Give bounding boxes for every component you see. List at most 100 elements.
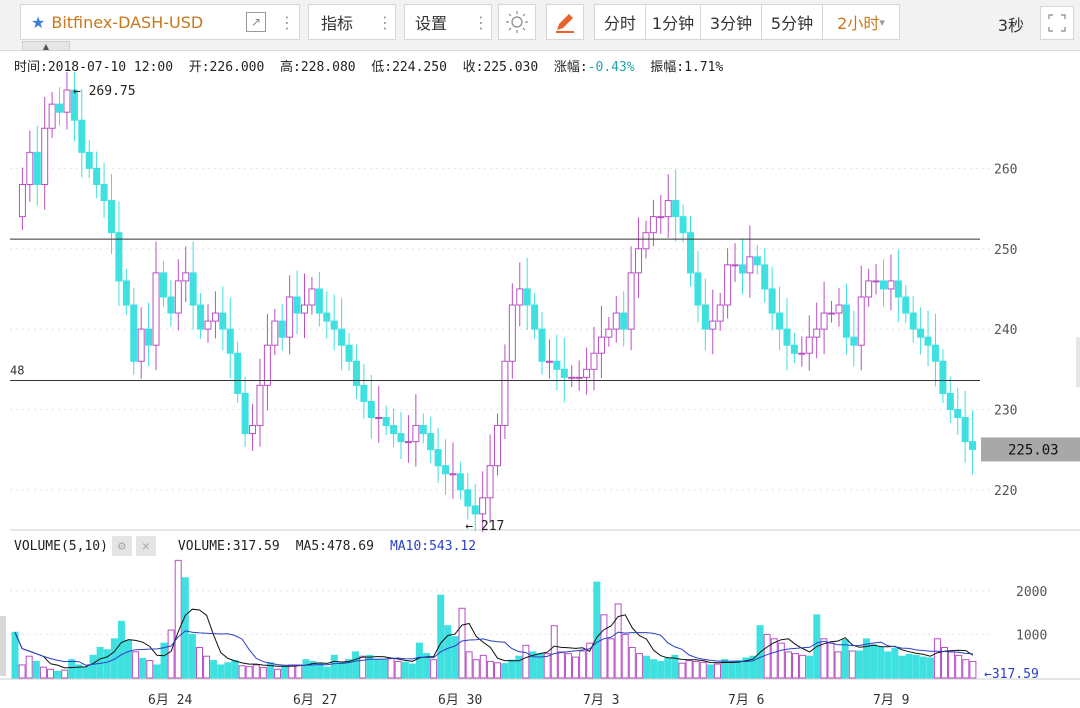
candle-body: [122, 280, 130, 306]
volume-bar: [75, 664, 83, 679]
volume-bar: [401, 661, 409, 679]
volume-bar: [848, 650, 856, 679]
volume-bar: [344, 659, 352, 679]
candle-body: [501, 360, 509, 427]
more-icon[interactable]: ⋮: [279, 12, 295, 32]
candle-body: [286, 296, 294, 338]
current-price-label: 225.03: [1008, 442, 1059, 458]
price-tick-label: 220: [994, 484, 1017, 499]
volume-bar: [799, 654, 807, 679]
tab-interval-4[interactable]: 2小时 ▾: [822, 4, 900, 40]
volume-bar: [132, 651, 140, 679]
candle-body: [620, 312, 628, 330]
volume-bar: [593, 581, 601, 679]
candle-body: [390, 425, 398, 435]
change-value: -0.43%: [587, 60, 635, 75]
tab-interval-1[interactable]: 1分钟: [645, 4, 701, 40]
refresh-interval[interactable]: 3秒: [997, 16, 1024, 35]
high-marker: ← 269.75: [73, 84, 136, 99]
price-chart[interactable]: 260 250 240 230 220 48 ← 269.75 ← 217 225.03: [0, 72, 1080, 532]
indicators-button[interactable]: 指标 ⋮: [308, 4, 396, 40]
candle-body: [26, 151, 34, 185]
chevron-down-icon: ▾: [879, 15, 885, 29]
candle-body: [486, 465, 494, 499]
volume-bar: [373, 659, 381, 679]
candle-body: [234, 352, 242, 394]
candle-body: [649, 216, 657, 234]
candle-body: [449, 473, 457, 476]
candle-body: [419, 425, 427, 435]
indicators-more-icon[interactable]: ⋮: [377, 12, 393, 32]
settings-label: 设置: [415, 14, 448, 33]
candle-body: [969, 441, 977, 450]
volume-bar: [387, 657, 395, 679]
symbol-title: Bitfinex-DASH-USD: [51, 12, 204, 32]
theme-button[interactable]: [498, 4, 536, 40]
volume-bar: [834, 651, 842, 679]
volume-bar: [472, 659, 480, 679]
volume-bar: [451, 636, 459, 679]
candle-body: [271, 320, 279, 346]
candle-body: [701, 304, 709, 330]
tab-interval-0[interactable]: 分时: [594, 4, 646, 40]
candle-body: [434, 449, 442, 467]
volume-bar: [309, 660, 317, 679]
candle-body: [152, 272, 160, 346]
candle-body: [41, 127, 49, 185]
volume-bar: [941, 647, 949, 679]
volume-bar: [522, 644, 530, 679]
low-label: 低:: [371, 60, 393, 75]
candle-body: [204, 320, 212, 330]
external-link-icon[interactable]: ↗: [246, 12, 266, 32]
volume-bar: [614, 603, 622, 679]
tab-interval-label: 3分钟: [709, 14, 753, 33]
volume-bar: [501, 663, 509, 679]
volume-bar: [678, 662, 686, 679]
volume-bar: [905, 653, 913, 679]
candle-body: [909, 312, 917, 330]
volume-bar: [713, 663, 721, 679]
tab-interval-3[interactable]: 5分钟: [761, 4, 823, 40]
candle-body: [159, 272, 167, 298]
volume-bar: [231, 660, 239, 679]
high-label: 高:: [280, 60, 301, 75]
candle-body: [479, 497, 487, 515]
volume-bar: [139, 657, 147, 679]
volume-bar: [529, 651, 537, 679]
volume-bar: [210, 660, 218, 679]
ma10-value: 543.12: [429, 538, 477, 554]
candle-body: [753, 256, 761, 266]
volume-infobar: VOLUME(5,10) ⚙ ✕ VOLUME: 317.59 MA5: 478.6…: [14, 536, 476, 556]
toolbar: ★ Bitfinex-DASH-USD ↗ ⋮ 指标 ⋮ 设置 ⋮ 分时 1分钟 3…: [0, 0, 1080, 51]
volume-bar: [763, 633, 771, 679]
close-icon[interactable]: ✕: [135, 536, 156, 556]
volume-bar: [643, 655, 651, 679]
volume-bar: [25, 655, 33, 679]
star-icon[interactable]: ★: [31, 12, 46, 32]
volume-bar: [749, 655, 757, 679]
volume-bar: [54, 670, 62, 679]
settings-more-icon[interactable]: ⋮: [473, 12, 489, 32]
draw-button[interactable]: [546, 4, 584, 40]
volume-chart[interactable]: 2000 1000 ←317.59 6月 24 6月 27 6月 30 7月 3 7月 6 7月…: [0, 556, 1080, 708]
volume-bar: [125, 640, 133, 679]
candle-body: [323, 312, 331, 322]
candle-body: [568, 376, 576, 379]
volume-bar: [891, 647, 899, 679]
chart-tab-indicator[interactable]: ▲: [22, 41, 70, 51]
volume-bar: [238, 665, 246, 679]
volume-bar: [884, 651, 892, 679]
volume-bar: [706, 664, 714, 679]
candle-body: [724, 264, 732, 306]
candle-body: [367, 400, 375, 419]
symbol-box[interactable]: ★ Bitfinex-DASH-USD ↗ ⋮: [20, 4, 300, 40]
candle-body: [70, 89, 78, 121]
candle-body: [657, 216, 665, 219]
volume-bar: [465, 651, 473, 679]
gear-icon[interactable]: ⚙: [111, 536, 132, 556]
tab-interval-2[interactable]: 3分钟: [700, 4, 762, 40]
settings-button[interactable]: 设置 ⋮: [404, 4, 492, 40]
candle-body: [412, 425, 420, 443]
fullscreen-button[interactable]: [1040, 6, 1074, 40]
candle-body: [256, 384, 264, 427]
